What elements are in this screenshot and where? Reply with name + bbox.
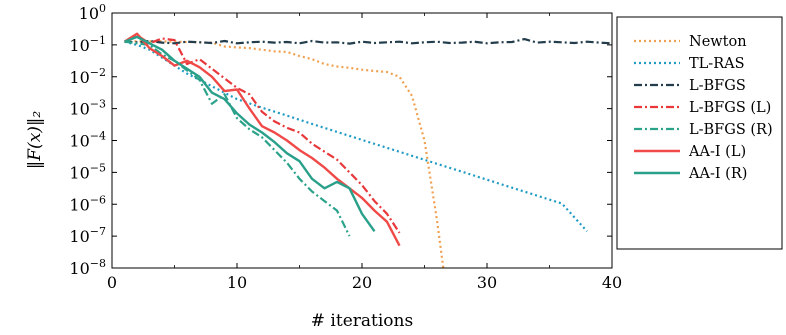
legend-label-1: TL-RAS [689,56,745,72]
axis-ticks: 0 10 20 30 40 100 10−1 10−2 10−3 10−4 10−5 10−6 10−7… [69,2,622,292]
legend-box [616,16,783,250]
y-tick-label: 10−2 [69,66,106,87]
x-tick-label: 20 [352,273,372,292]
legend: Newton TL-RAS L-BFGS L-BFGS (L) L-BFGS (R) AA… [634,34,773,182]
y-tick-label: 10−4 [69,130,106,151]
y-tick-label: 10−3 [69,98,106,119]
legend-label-4: L-BFGS (R) [689,122,773,138]
legend-label-3: L-BFGS (L) [689,100,771,116]
legend-label-5: AA-I (L) [688,144,746,160]
series-line-3 [123,34,401,234]
series-line-5 [123,32,401,247]
x-tick-label: 0 [107,273,117,292]
y-tick-label: 10−5 [69,161,106,182]
legend-label-0: Newton [689,34,747,50]
y-tick-label: 100 [79,2,106,23]
series-lines [123,32,612,268]
plot-frame [111,12,613,269]
y-tick-label: 10−7 [69,225,106,246]
series-line-0 [124,39,445,268]
y-tick-label: 10−6 [69,193,106,214]
x-tick-label: 40 [602,273,622,292]
series-line-6 [124,35,376,232]
x-axis-title: # iterations [311,311,413,331]
y-axis-title: ‖F(x)‖₂ [25,111,45,170]
x-tick-label: 30 [477,273,497,292]
y-tick-label: 10−1 [69,34,106,55]
legend-label-6: AA-I (R) [688,166,747,182]
series-line-4 [124,40,351,237]
y-tick-label: 10−8 [69,257,106,278]
series-line-2 [124,37,612,45]
legend-label-2: L-BFGS [689,78,746,94]
x-tick-label: 10 [227,273,247,292]
